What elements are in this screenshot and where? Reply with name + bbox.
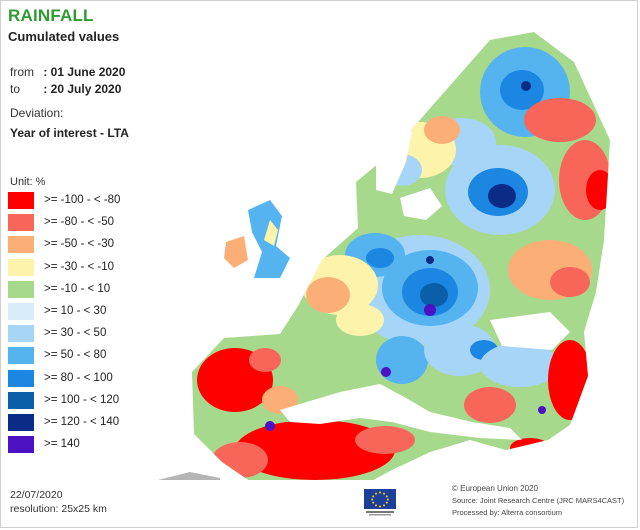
legend-label: >= -10 - < 10 bbox=[44, 282, 111, 295]
legend-swatch bbox=[8, 280, 34, 298]
black-sea bbox=[490, 312, 570, 350]
footer-source: Source: Joint Research Centre (JRC MARS4… bbox=[452, 496, 625, 505]
legend-swatch bbox=[8, 236, 34, 254]
no-data-area bbox=[158, 472, 220, 480]
legend-swatch bbox=[8, 391, 34, 409]
legend-label: >= -50 - < -30 bbox=[44, 238, 114, 251]
legend-swatch bbox=[8, 325, 34, 343]
intense-spots bbox=[265, 81, 546, 431]
period-to: to : 20 July 2020 bbox=[10, 81, 125, 98]
footer-credits: © European Union 2020 Source: Joint Rese… bbox=[452, 483, 624, 519]
legend-label: >= 100 - < 120 bbox=[44, 393, 120, 406]
legend-label: >= 80 - < 100 bbox=[44, 371, 113, 384]
map-subtitle: Cumulated values bbox=[8, 29, 120, 44]
legend-label: >= 10 - < 30 bbox=[44, 304, 107, 317]
period: from : 01 June 2020 to : 20 July 2020 bbox=[10, 64, 125, 98]
map-title: RAINFALL bbox=[8, 6, 94, 25]
rainfall-deviation-map bbox=[158, 32, 635, 480]
period-from-label: from bbox=[10, 65, 34, 79]
legend-swatch bbox=[8, 192, 34, 209]
footer-date: 22/07/2020 bbox=[10, 489, 63, 501]
period-from: from : 01 June 2020 bbox=[10, 64, 125, 81]
legend-label: >= 30 - < 50 bbox=[44, 327, 107, 340]
period-from-value: : 01 June 2020 bbox=[43, 65, 126, 79]
legend-swatch bbox=[8, 258, 34, 276]
eu-flag-logo bbox=[358, 487, 402, 517]
legend-label: >= 50 - < 80 bbox=[44, 349, 107, 362]
seas bbox=[280, 116, 635, 440]
footer-copyright: © European Union 2020 bbox=[452, 484, 538, 493]
deviation-label: Deviation: bbox=[10, 106, 64, 120]
legend-swatch bbox=[8, 436, 34, 454]
legend-unit: Unit: % bbox=[10, 176, 46, 188]
mediterranean-sea bbox=[280, 384, 522, 440]
legend-label: >= 140 bbox=[44, 438, 80, 451]
footer-left: 22/07/2020 resolution: 25x25 km bbox=[10, 488, 107, 516]
footer-resolution: resolution: 25x25 km bbox=[10, 503, 107, 515]
footer-processed: Processed by: Alterra consortium bbox=[452, 508, 563, 517]
period-to-value: : 20 July 2020 bbox=[43, 82, 122, 96]
legend-swatch bbox=[8, 347, 34, 365]
legend-label: >= -30 - < -10 bbox=[44, 260, 114, 273]
caspian-sea bbox=[600, 330, 635, 380]
legend-swatch bbox=[8, 413, 34, 431]
legend-label: >= -80 - < -50 bbox=[44, 216, 114, 229]
legend-swatch bbox=[8, 214, 34, 232]
british-isles bbox=[224, 200, 290, 278]
anomaly-patches bbox=[197, 47, 610, 480]
legend-swatch bbox=[8, 369, 34, 387]
deviation-value: Year of interest - LTA bbox=[10, 126, 129, 140]
legend-swatch bbox=[8, 302, 34, 320]
title-block: RAINFALL Cumulated values bbox=[8, 6, 119, 44]
legend-label: >= 120 - < 140 bbox=[44, 415, 120, 428]
period-to-label: to bbox=[10, 82, 21, 96]
legend-label: >= -100 - < -80 bbox=[44, 194, 121, 206]
